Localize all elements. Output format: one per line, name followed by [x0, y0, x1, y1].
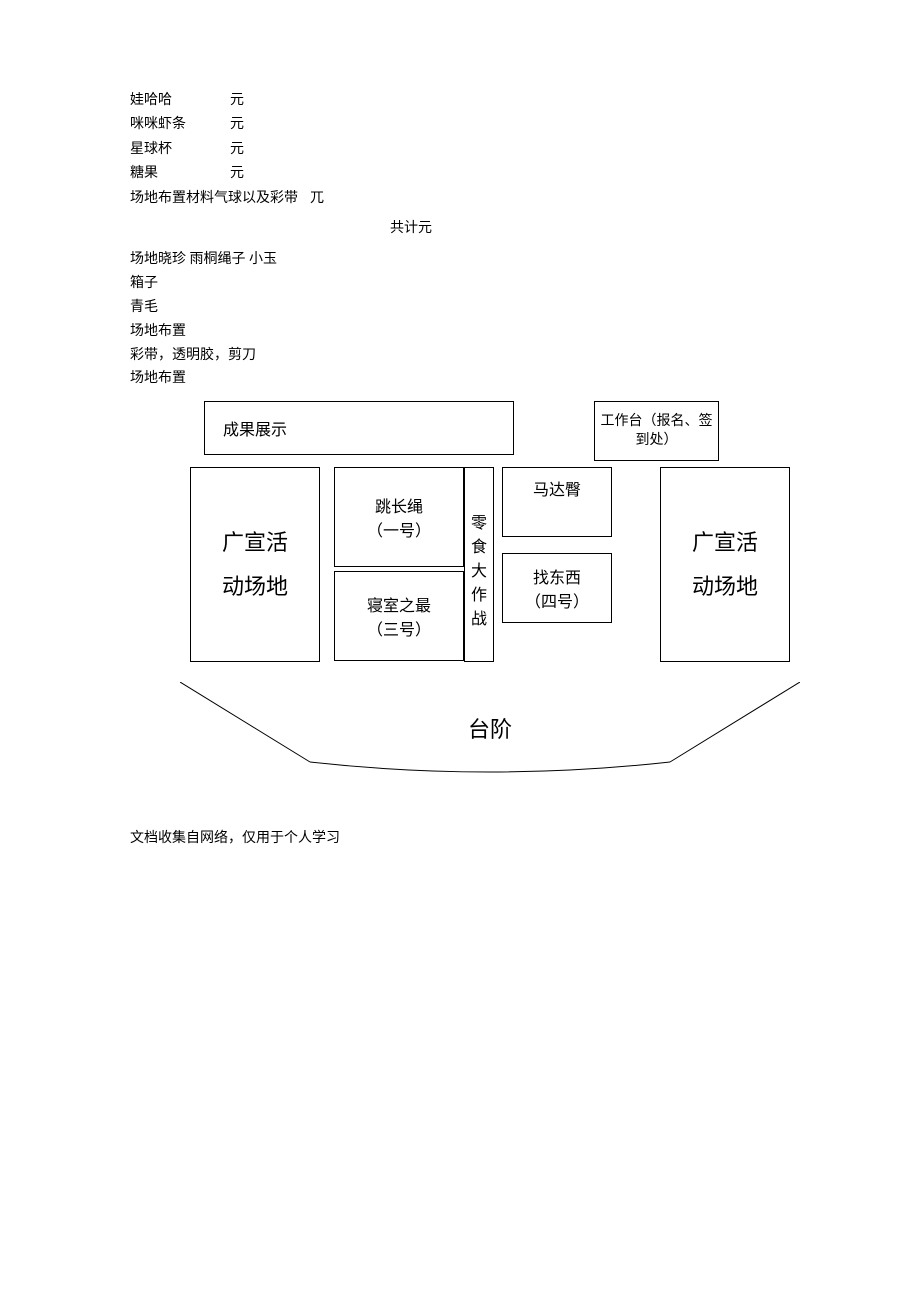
item-row: 场地布置材料气球以及彩带 兀: [130, 188, 790, 210]
center-left-col: 跳长绳 （一号） 寝室之最 （三号）: [334, 467, 464, 662]
mada-box: 马达臀: [502, 467, 612, 537]
center-right-col: 马达臀 找东西 （四号）: [502, 467, 612, 662]
dorm-box: 寝室之最 （三号）: [334, 571, 464, 661]
text-line: 箱子: [130, 272, 790, 296]
dorm-label-1: 寝室之最: [367, 592, 431, 616]
text-line: 场地布置: [130, 320, 790, 344]
text-block: 场地晓珍 雨桐绳子 小玉 箱子 青毛 场地布置 彩带，透明胶，剪刀 场地布置: [130, 248, 790, 391]
find-label-2: （四号）: [525, 588, 589, 612]
results-label: 成果展示: [223, 416, 287, 440]
snack-battle-box: 零 食 大 作 战: [464, 467, 494, 662]
text-line: 青毛: [130, 296, 790, 320]
diagram-top-row: 成果展示 工作台（报名、签到处）: [190, 401, 790, 461]
right-side-area: 广宣活 动场地: [660, 467, 790, 662]
side-label-1: 广宣活: [692, 521, 758, 565]
item-name: 星球杯: [130, 139, 230, 161]
item-unit: 元: [230, 163, 290, 185]
text-line: 场地布置: [130, 367, 790, 391]
work-desk-box: 工作台（报名、签到处）: [594, 401, 719, 461]
layout-diagram: 成果展示 工作台（报名、签到处） 广宣活 动场地 跳长绳 （一号） 寝室之最: [190, 401, 790, 802]
snack-char: 战: [471, 605, 487, 629]
center-grid: 跳长绳 （一号） 寝室之最 （三号） 零 食 大 作 战: [334, 467, 646, 662]
diagram-middle-row: 广宣活 动场地 跳长绳 （一号） 寝室之最 （三号）: [190, 467, 790, 662]
dorm-label-2: （三号）: [367, 616, 431, 640]
snack-char: 零: [471, 509, 487, 533]
results-box: 成果展示: [204, 401, 514, 455]
item-unit: 元: [230, 139, 290, 161]
find-box: 找东西 （四号）: [502, 553, 612, 623]
item-name: 娃哈哈: [130, 90, 230, 112]
mada-label: 马达臀: [533, 476, 581, 500]
item-row: 星球杯 元: [130, 139, 790, 161]
total-row: 共计元: [130, 218, 790, 240]
text-line: 场地晓珍 雨桐绳子 小玉: [130, 248, 790, 272]
item-name: 咪咪虾条: [130, 114, 230, 136]
item-name: 糖果: [130, 163, 230, 185]
item-list: 娃哈哈 元 咪咪虾条 元 星球杯 元 糖果 元 场地布置材料气球以及彩带 兀 共…: [130, 90, 790, 240]
side-label-2: 动场地: [692, 565, 758, 609]
snack-char: 食: [471, 533, 487, 557]
left-side-area: 广宣活 动场地: [190, 467, 320, 662]
jump-label-1: 跳长绳: [367, 493, 431, 517]
side-label-1: 广宣活: [222, 521, 288, 565]
stairs-label: 台阶: [468, 712, 512, 744]
footer-text: 文档收集自网络，仅用于个人学习: [130, 827, 790, 847]
item-row: 娃哈哈 元: [130, 90, 790, 112]
snack-char: 大: [471, 557, 487, 581]
stairs-area: 台阶: [180, 682, 800, 802]
item-name: 场地布置材料气球以及彩带: [130, 188, 310, 210]
snack-char: 作: [471, 581, 487, 605]
work-desk-label: 工作台（报名、签到处）: [595, 412, 718, 451]
text-line: 彩带，透明胶，剪刀: [130, 344, 790, 368]
side-label-2: 动场地: [222, 565, 288, 609]
item-row: 咪咪虾条 元: [130, 114, 790, 136]
item-row: 糖果 元: [130, 163, 790, 185]
jump-label-2: （一号）: [367, 517, 431, 541]
item-unit: 元: [230, 114, 290, 136]
find-label-1: 找东西: [525, 564, 589, 588]
item-unit: 元: [230, 90, 290, 112]
item-unit: 兀: [310, 188, 370, 210]
jump-rope-box: 跳长绳 （一号）: [334, 467, 464, 567]
total-text: 共计元: [390, 221, 432, 236]
